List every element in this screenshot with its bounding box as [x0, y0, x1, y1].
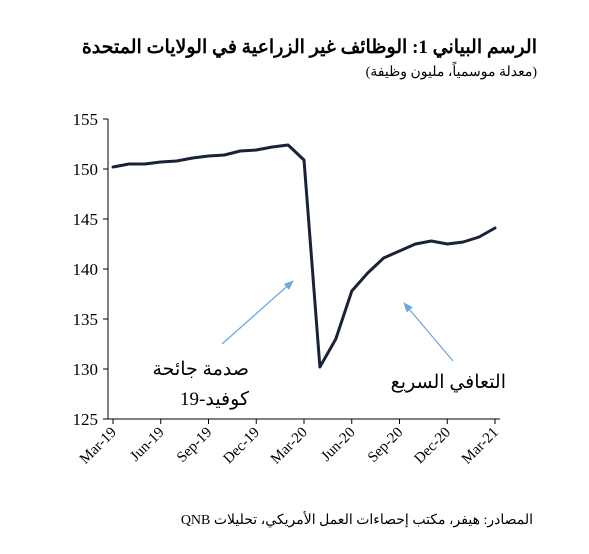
annotation-covid-line2: كوفيد-19	[180, 389, 250, 410]
y-tick-label: 125	[73, 410, 99, 429]
chart-title: الرسم البياني 1: الوظائف غير الزراعية في…	[81, 37, 537, 58]
y-tick-label: 130	[73, 360, 99, 379]
y-tick-label: 155	[73, 110, 99, 129]
y-tick-label: 145	[73, 210, 99, 229]
x-tick-label: Jun-20	[318, 425, 358, 465]
chart-source: المصادر: هيفر، مكتب إحصاءات العمل الأمري…	[180, 513, 533, 528]
y-tick-label: 150	[73, 160, 99, 179]
x-tick-label: Mar-19	[77, 425, 120, 468]
chart-subtitle: (معدلة موسمياً، مليون وظيفة)	[365, 65, 537, 80]
y-tick-label: 140	[73, 260, 99, 279]
x-tick-label: Dec-19	[221, 425, 264, 468]
x-tick-label: Mar-21	[459, 425, 502, 468]
x-tick-label: Mar-20	[268, 425, 311, 468]
x-tick-label: Jun-19	[127, 425, 167, 465]
annotation-recovery: التعافي السريع	[391, 372, 506, 393]
annotation-arrow-recovery	[403, 302, 454, 362]
annotation-covid-line1: صدمة جائحة	[153, 359, 250, 380]
x-tick-label: Sep-20	[365, 425, 406, 466]
x-tick-label: Sep-19	[174, 425, 215, 466]
annotation-arrow-covid	[221, 280, 294, 345]
series-line-jobs	[111, 143, 497, 369]
x-tick-label: Dec-20	[412, 425, 455, 468]
y-tick-label: 135	[73, 310, 99, 329]
